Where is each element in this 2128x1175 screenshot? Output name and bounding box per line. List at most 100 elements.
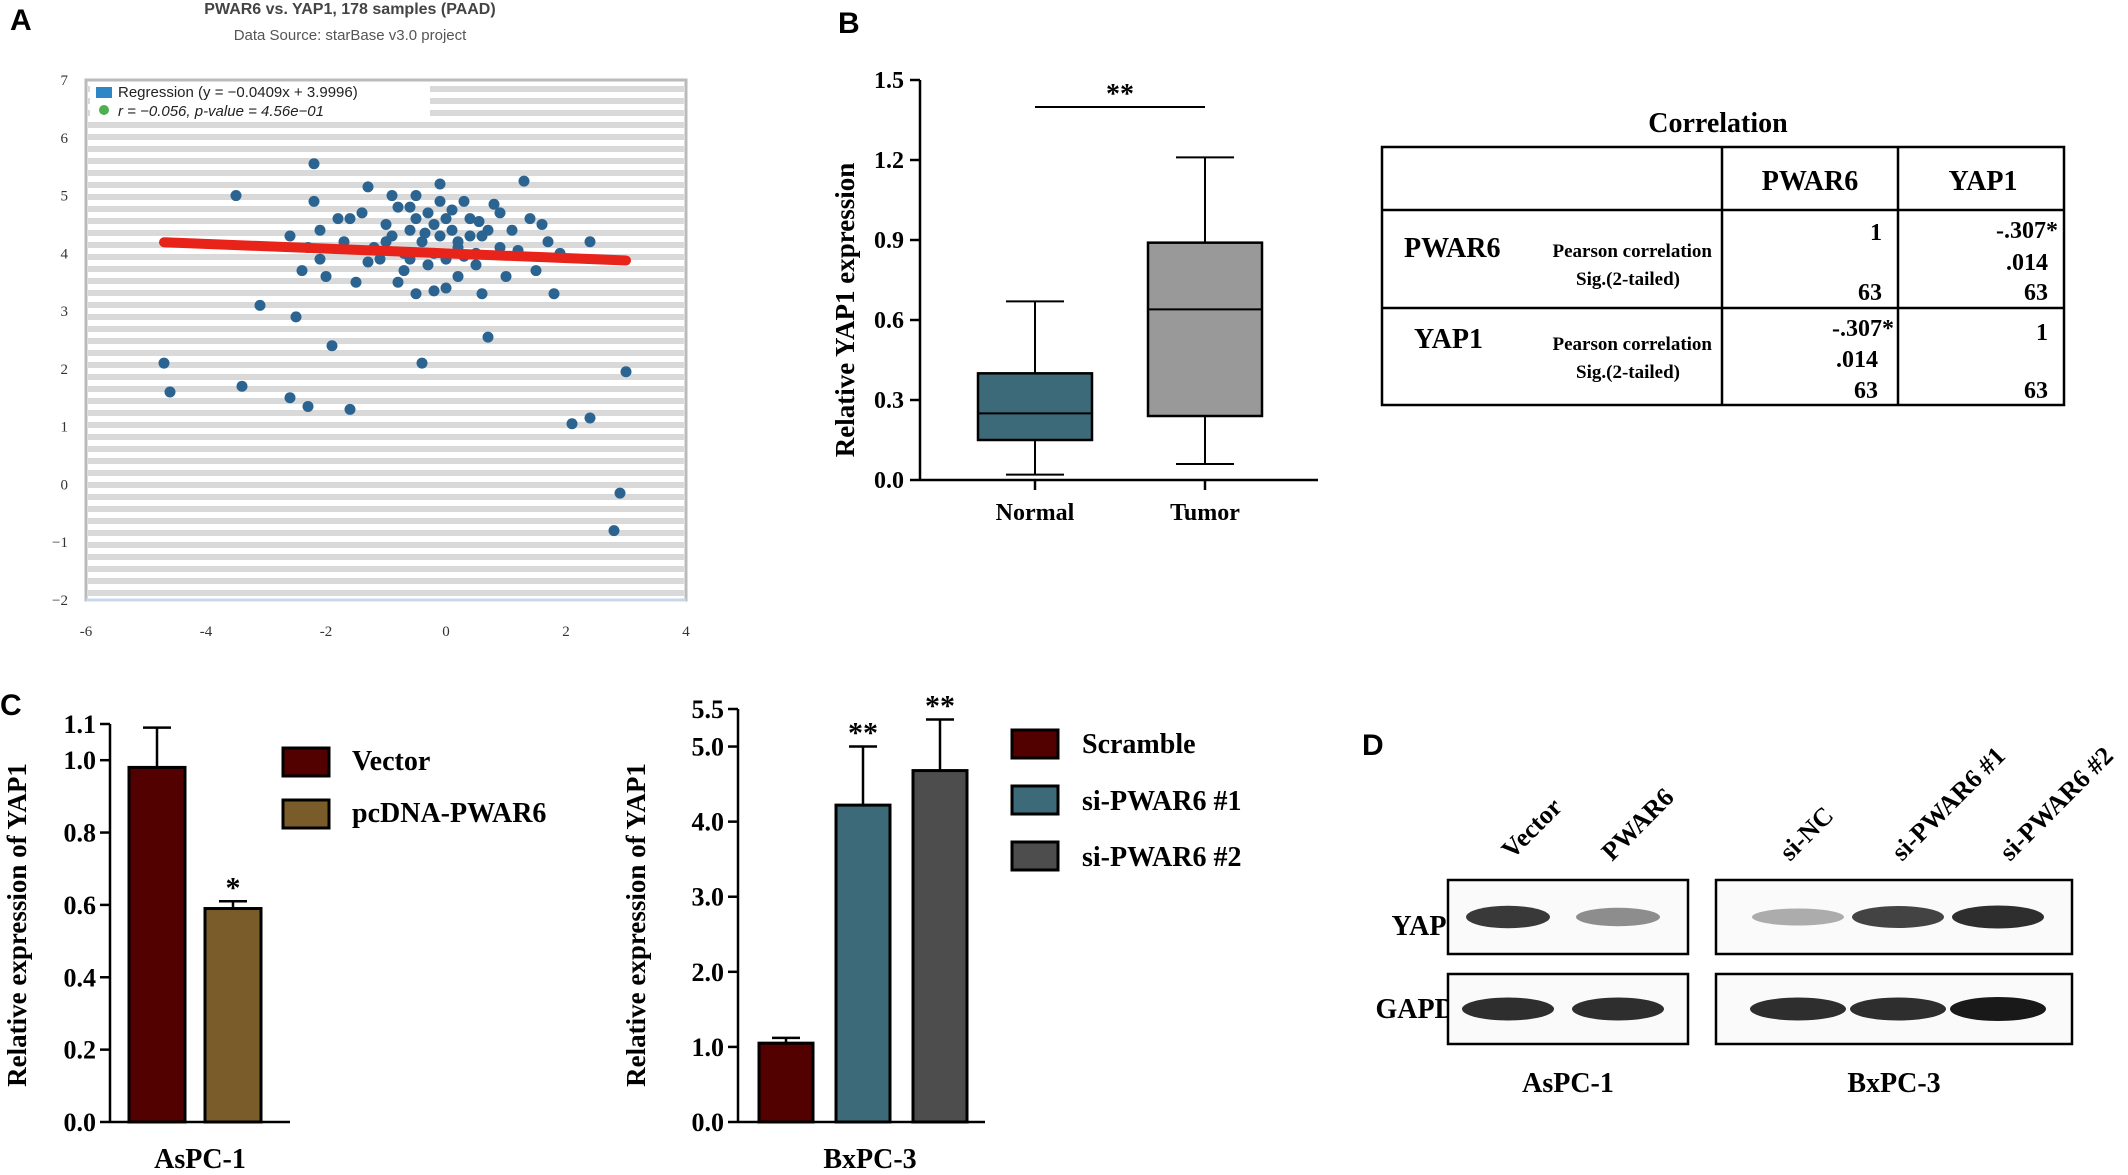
scatter-legend-box	[90, 82, 430, 120]
scatter-point	[350, 276, 362, 288]
grid-band	[88, 410, 684, 416]
blot-cell-line-aspc1: AsPC-1	[1522, 1068, 1614, 1099]
bar-left-y-ticks: 0.0 0.2 0.4 0.6 0.8 1.0 1.1	[64, 710, 110, 1137]
grid-band	[88, 194, 684, 200]
scatter-point	[374, 253, 386, 265]
scatter-point	[473, 216, 485, 228]
legend-swatch-pcdna	[281, 798, 331, 830]
blot-band-gapdh	[1462, 997, 1554, 1021]
boxplot-y-tick-label: 0.3	[874, 388, 904, 414]
grid-band	[88, 338, 684, 344]
grid-band	[88, 290, 684, 296]
bar-right-bars: ** **	[757, 690, 969, 1124]
boxplot-y-tick-label: 0.6	[874, 308, 904, 334]
correlation-legend-dot	[99, 105, 109, 115]
boxplot-y-tick-label: 1.2	[874, 148, 904, 174]
scatter-point	[236, 380, 248, 392]
scatter-point	[488, 198, 500, 210]
scatter-point	[542, 236, 554, 248]
scatter-point	[458, 195, 470, 207]
grid-band	[88, 146, 684, 152]
scatter-point	[362, 181, 374, 193]
scatter-point	[164, 386, 176, 398]
scatter-point	[398, 265, 410, 277]
scatter-point	[446, 224, 458, 236]
legend-label-scramble: Scramble	[1082, 729, 1196, 760]
table-cell: 63	[2024, 378, 2048, 404]
scatter-y-tick-label: 2	[61, 362, 69, 378]
scatter-y-tick-label: 4	[61, 246, 69, 262]
blot-band-yap1	[1466, 905, 1550, 929]
scatter-y-ticks: −2 −1 0 1 2 3 4 5 6 7	[52, 73, 68, 609]
table-row-header-pwar6: PWAR6	[1404, 233, 1500, 264]
scatter-x-tick-label: -2	[320, 624, 333, 640]
bar-y-tick-label: 0.0	[64, 1108, 97, 1137]
blot-bands	[1462, 905, 2046, 1021]
table-title: Correlation	[1648, 108, 1788, 139]
boxplot-y-label: Relative YAP1 expression	[830, 163, 860, 457]
scatter-point	[290, 311, 302, 323]
grid-band	[88, 566, 684, 572]
table-row-label: Pearson correlation	[1552, 241, 1712, 262]
scatter-point	[440, 213, 452, 225]
scatter-plot: −2 −1 0 1 2 3 4 5 6 7 -6 -4 -2 0 2 4 Regression (y = −…	[52, 73, 690, 640]
scatter-point	[284, 392, 296, 404]
scatter-point	[392, 201, 404, 213]
scatter-point	[494, 242, 506, 254]
boxplot-x-tick-label: Tumor	[1170, 500, 1240, 526]
scatter-point	[494, 207, 506, 219]
bar-left-y-label: Relative expression of YAP1	[2, 763, 32, 1087]
table-cell: 63	[1854, 378, 1878, 404]
grid-band	[88, 374, 684, 380]
significance-stars: **	[1106, 79, 1134, 110]
grid-band	[88, 278, 684, 284]
scatter-point	[344, 403, 356, 415]
scatter-x-ticks: -6 -4 -2 0 2 4	[80, 624, 691, 640]
table-cell: 63	[1858, 280, 1882, 306]
bar-y-tick-label: 0.0	[692, 1108, 725, 1137]
lane-label-si2: si-PWAR6 #2	[1994, 741, 2119, 866]
scatter-point	[326, 340, 338, 352]
grid-band	[88, 386, 684, 392]
grid-band	[88, 158, 684, 164]
correlation-legend-label: r = −0.056, p-value = 4.56e−01	[118, 103, 324, 120]
lane-label-si-nc: si-NC	[1774, 801, 1839, 866]
scatter-point	[302, 400, 314, 412]
grid-band	[88, 518, 684, 524]
bar-right-y-label: Relative expression of YAP1	[621, 763, 651, 1087]
table-cell: .014	[1836, 347, 1878, 373]
bar-y-tick-label: 0.2	[64, 1036, 97, 1065]
scatter-point	[410, 213, 422, 225]
grid-band	[88, 434, 684, 440]
scatter-point	[584, 412, 596, 424]
scatter-point	[404, 201, 416, 213]
bar-y-tick-label: 0.4	[64, 963, 97, 992]
scatter-point	[404, 224, 416, 236]
scatter-point	[428, 218, 440, 230]
bar-y-tick-label: 1.0	[64, 746, 97, 775]
blot-band-gapdh	[1750, 997, 1846, 1021]
bar-right-y-ticks: 0.0 1.0 2.0 3.0 4.0 5.0 5.5	[692, 695, 738, 1137]
lane-label-vector: Vector	[1496, 792, 1568, 864]
table-cell: 1	[1870, 220, 1882, 246]
legend-swatch-scramble	[1010, 728, 1060, 760]
significance-marker: *	[226, 871, 241, 904]
bar-vector	[127, 765, 187, 1124]
legend-label-si1: si-PWAR6 #1	[1082, 786, 1241, 817]
table-cell: -.307*	[1996, 218, 2058, 244]
scatter-x-tick-label: 4	[682, 624, 690, 640]
grid-band	[88, 554, 684, 560]
scatter-point	[230, 190, 242, 202]
blot-band-yap1	[1752, 908, 1844, 926]
regression-legend-label: Regression (y = −0.0409x + 3.9996)	[118, 84, 358, 101]
grid-band	[88, 122, 684, 128]
blot-cell-line-bxpc3: BxPC-3	[1847, 1068, 1940, 1099]
scatter-y-tick-label: −1	[52, 535, 68, 551]
scatter-point	[254, 299, 266, 311]
boxplot-boxes: Normal Tumor	[976, 156, 1264, 526]
significance-marker: **	[925, 690, 955, 723]
legend-swatch-si1	[1010, 784, 1060, 816]
scatter-point	[548, 288, 560, 300]
scatter-legend: Regression (y = −0.0409x + 3.9996) r = −…	[90, 82, 430, 120]
scatter-point	[386, 190, 398, 202]
